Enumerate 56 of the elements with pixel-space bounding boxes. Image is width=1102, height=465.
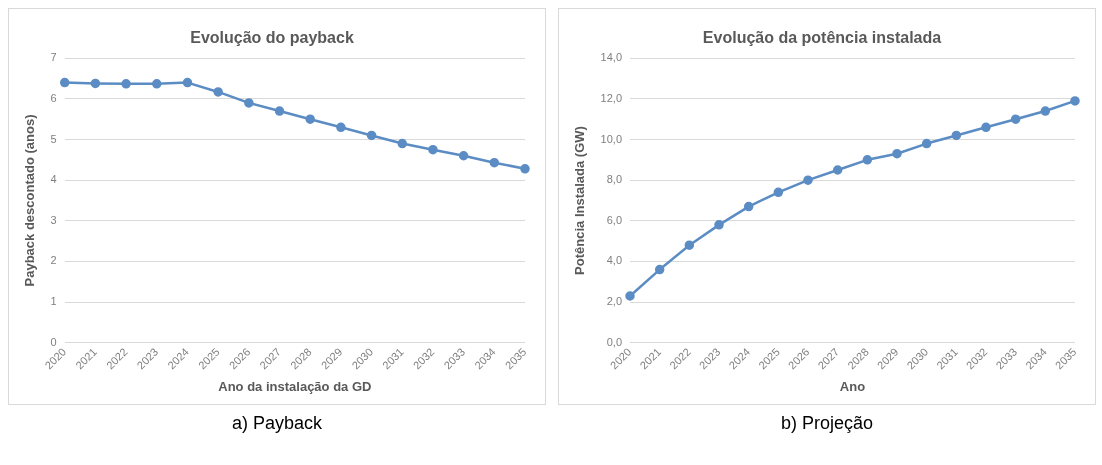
y-tick-label: 5 bbox=[50, 132, 57, 145]
point bbox=[921, 138, 932, 149]
point bbox=[336, 122, 346, 133]
point bbox=[152, 79, 162, 89]
y-tick-label: 6 bbox=[50, 91, 57, 104]
text: a) Payback bbox=[230, 413, 323, 434]
point bbox=[832, 165, 843, 175]
point bbox=[1040, 106, 1051, 116]
point bbox=[892, 148, 902, 159]
y-tick-label: 0,0 bbox=[606, 335, 623, 348]
point bbox=[458, 151, 469, 161]
y-tick-label: 3 bbox=[50, 213, 57, 226]
y-tick-label: 0 bbox=[50, 335, 57, 348]
point bbox=[951, 130, 962, 141]
y-tick-label: 4,0 bbox=[606, 254, 623, 267]
y-tick-label: 4 bbox=[50, 173, 57, 186]
y-tick-label: 2,0 bbox=[606, 295, 623, 308]
y-axis-title: Payback descontado (anos) bbox=[22, 114, 38, 287]
point bbox=[625, 291, 635, 301]
point bbox=[489, 157, 500, 168]
y-tick-label: 12,0 bbox=[600, 91, 623, 104]
point bbox=[654, 264, 665, 275]
x-axis-title: Ano bbox=[839, 378, 866, 394]
point bbox=[366, 130, 377, 141]
y-tick-label: 7 bbox=[50, 51, 57, 64]
y-tick-label: 2 bbox=[50, 254, 57, 267]
point bbox=[981, 122, 991, 133]
y-tick-label: 6,0 bbox=[606, 213, 623, 226]
point bbox=[714, 220, 724, 230]
point bbox=[428, 144, 438, 155]
point bbox=[862, 155, 873, 165]
y-axis-title: Potência Instalada (GW) bbox=[572, 126, 588, 275]
point bbox=[684, 240, 695, 250]
point bbox=[1070, 96, 1080, 106]
point bbox=[397, 138, 408, 149]
text: b) Projeção bbox=[779, 413, 875, 434]
point bbox=[274, 106, 285, 116]
point bbox=[244, 98, 254, 108]
point bbox=[90, 78, 101, 89]
chart-title: Evolução da potência instalada bbox=[702, 29, 942, 47]
y-tick-label: 14,0 bbox=[600, 51, 623, 64]
x-axis-title: Ano da instalação da GD bbox=[218, 378, 372, 394]
y-tick-label: 10,0 bbox=[600, 132, 623, 145]
point bbox=[213, 87, 223, 97]
point bbox=[520, 164, 530, 174]
y-tick-label: 8,0 bbox=[606, 173, 623, 186]
point bbox=[773, 187, 784, 198]
point bbox=[182, 77, 193, 88]
chart-title: Evolução do payback bbox=[190, 29, 354, 47]
point bbox=[1010, 114, 1021, 124]
point bbox=[803, 175, 813, 185]
point bbox=[59, 77, 70, 88]
point bbox=[121, 79, 131, 89]
point bbox=[305, 114, 315, 124]
point bbox=[743, 201, 754, 212]
y-tick-label: 1 bbox=[50, 295, 57, 308]
